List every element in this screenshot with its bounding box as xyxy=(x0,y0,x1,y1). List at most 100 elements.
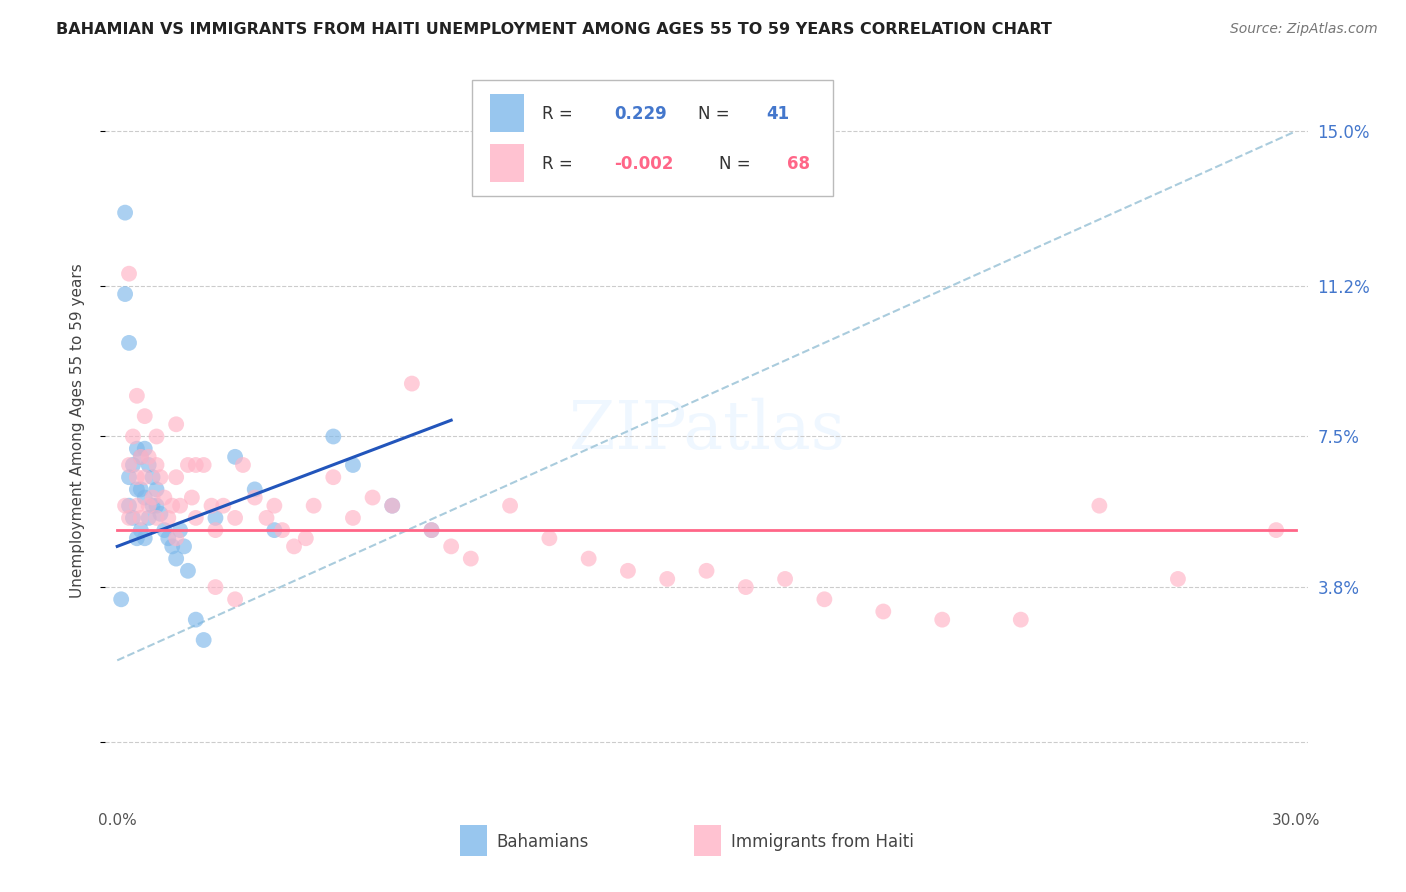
Point xyxy=(138,511,160,525)
Point xyxy=(145,483,167,497)
Point xyxy=(125,442,148,456)
Point xyxy=(134,470,156,484)
Point xyxy=(224,450,246,464)
Point xyxy=(1010,613,1032,627)
Point xyxy=(180,491,202,505)
Point xyxy=(204,580,226,594)
Point xyxy=(134,442,156,456)
Text: 68: 68 xyxy=(787,154,810,173)
Point xyxy=(200,499,222,513)
Point xyxy=(114,499,136,513)
Point xyxy=(224,511,246,525)
Point xyxy=(169,499,191,513)
Point xyxy=(184,458,207,472)
Point xyxy=(157,531,180,545)
Point xyxy=(578,551,600,566)
Point xyxy=(184,613,207,627)
Point xyxy=(122,511,145,525)
Point xyxy=(773,572,796,586)
Point xyxy=(160,540,183,554)
Point xyxy=(118,458,141,472)
Point xyxy=(142,499,165,513)
Text: Bahamians: Bahamians xyxy=(496,832,589,851)
Point xyxy=(165,531,187,545)
Point xyxy=(440,540,463,554)
Point xyxy=(110,592,132,607)
Point xyxy=(145,429,167,443)
Point xyxy=(204,511,226,525)
Point xyxy=(224,592,246,607)
Point xyxy=(271,523,294,537)
Point xyxy=(134,531,156,545)
Text: R =: R = xyxy=(541,105,578,123)
Point xyxy=(153,491,176,505)
Text: 0.229: 0.229 xyxy=(614,105,666,123)
Text: N =: N = xyxy=(699,105,735,123)
Point xyxy=(165,470,187,484)
Text: BAHAMIAN VS IMMIGRANTS FROM HAITI UNEMPLOYMENT AMONG AGES 55 TO 59 YEARS CORRELA: BAHAMIAN VS IMMIGRANTS FROM HAITI UNEMPL… xyxy=(56,22,1052,37)
Point xyxy=(342,511,364,525)
Text: 41: 41 xyxy=(766,105,790,123)
Point xyxy=(129,450,152,464)
Point xyxy=(145,511,167,525)
Text: N =: N = xyxy=(718,154,755,173)
Point xyxy=(232,458,254,472)
Point xyxy=(538,531,561,545)
Point xyxy=(138,458,160,472)
Point xyxy=(153,523,176,537)
Bar xyxy=(491,94,524,133)
Point xyxy=(118,511,141,525)
Point xyxy=(125,483,148,497)
Point xyxy=(118,335,141,350)
Point xyxy=(142,470,165,484)
Point xyxy=(157,511,180,525)
Point xyxy=(118,470,141,484)
Point xyxy=(122,458,145,472)
Point xyxy=(381,499,404,513)
Point xyxy=(734,580,756,594)
Point xyxy=(160,499,183,513)
Point xyxy=(125,389,148,403)
Point xyxy=(256,511,278,525)
Point xyxy=(138,499,160,513)
Text: ZIPatlas: ZIPatlas xyxy=(568,398,845,463)
Point xyxy=(134,409,156,424)
Point xyxy=(872,605,894,619)
Point xyxy=(695,564,717,578)
Point xyxy=(125,531,148,545)
Point xyxy=(931,613,953,627)
Point xyxy=(263,523,285,537)
Point xyxy=(212,499,235,513)
Point xyxy=(125,470,148,484)
Point xyxy=(125,499,148,513)
Point xyxy=(1088,499,1111,513)
Point xyxy=(165,417,187,432)
Point xyxy=(149,507,172,521)
Point xyxy=(114,205,136,219)
Point xyxy=(184,511,207,525)
Point xyxy=(129,511,152,525)
Text: -0.002: -0.002 xyxy=(614,154,673,173)
Point xyxy=(134,491,156,505)
Point xyxy=(283,540,305,554)
Point xyxy=(401,376,423,391)
Point xyxy=(813,592,835,607)
Point xyxy=(169,523,191,537)
Point xyxy=(149,470,172,484)
Point xyxy=(165,551,187,566)
FancyBboxPatch shape xyxy=(472,80,832,195)
Text: Source: ZipAtlas.com: Source: ZipAtlas.com xyxy=(1230,22,1378,37)
Point xyxy=(118,267,141,281)
Text: R =: R = xyxy=(541,154,578,173)
Point xyxy=(499,499,522,513)
Point xyxy=(145,458,167,472)
Point xyxy=(420,523,443,537)
Point xyxy=(145,499,167,513)
Point xyxy=(177,458,200,472)
Point xyxy=(177,564,200,578)
Point xyxy=(295,531,318,545)
Point xyxy=(138,450,160,464)
Point xyxy=(193,632,215,647)
Point xyxy=(243,491,266,505)
Point xyxy=(193,458,215,472)
